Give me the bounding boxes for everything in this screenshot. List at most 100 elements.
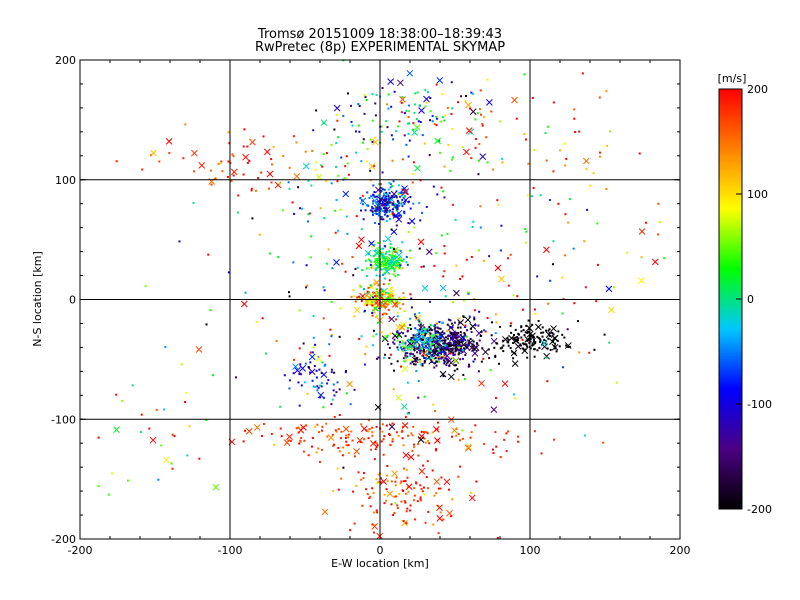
data-point bbox=[573, 302, 576, 305]
data-point bbox=[244, 291, 247, 294]
data-point bbox=[512, 333, 515, 336]
data-point bbox=[419, 179, 422, 182]
data-point bbox=[477, 324, 480, 327]
data-point bbox=[457, 433, 460, 436]
data-point bbox=[563, 336, 566, 339]
data-point bbox=[344, 371, 347, 374]
data-point-x bbox=[545, 331, 553, 339]
data-point bbox=[413, 443, 416, 446]
point-stroke bbox=[508, 334, 515, 342]
data-point bbox=[318, 368, 321, 371]
data-point bbox=[382, 192, 385, 195]
data-point bbox=[437, 354, 440, 357]
data-point bbox=[491, 321, 494, 324]
data-point-x bbox=[150, 149, 157, 157]
grid-lines bbox=[80, 60, 680, 539]
data-point bbox=[496, 199, 499, 202]
point-stroke bbox=[388, 315, 395, 323]
data-point bbox=[451, 326, 454, 329]
data-point bbox=[404, 346, 407, 349]
data-point bbox=[394, 257, 397, 260]
data-point bbox=[385, 267, 388, 270]
data-point bbox=[408, 249, 411, 252]
data-point bbox=[287, 291, 290, 294]
data-point-x bbox=[468, 494, 476, 502]
data-point bbox=[371, 296, 374, 299]
data-point bbox=[436, 352, 439, 355]
data-point bbox=[364, 294, 367, 297]
data-point bbox=[396, 209, 399, 212]
data-point bbox=[371, 314, 374, 317]
data-point bbox=[548, 334, 551, 337]
data-point bbox=[115, 160, 118, 163]
data-point bbox=[581, 72, 584, 75]
data-point bbox=[438, 356, 441, 359]
data-point bbox=[501, 346, 504, 349]
data-point bbox=[412, 425, 415, 428]
point-stroke bbox=[413, 124, 421, 131]
data-point bbox=[377, 305, 380, 308]
data-point bbox=[405, 143, 408, 146]
data-point bbox=[547, 302, 550, 305]
data-point bbox=[450, 347, 453, 350]
data-point bbox=[341, 454, 344, 457]
data-point bbox=[342, 446, 345, 449]
data-point bbox=[421, 338, 424, 341]
data-point bbox=[299, 439, 302, 442]
data-point bbox=[336, 180, 339, 183]
data-point bbox=[430, 329, 433, 332]
data-point bbox=[347, 173, 350, 176]
data-point bbox=[279, 427, 282, 430]
data-point bbox=[413, 494, 416, 497]
data-point bbox=[584, 286, 587, 289]
point-stroke bbox=[463, 148, 470, 156]
data-point bbox=[564, 213, 567, 216]
data-point bbox=[657, 233, 660, 236]
data-point bbox=[512, 393, 515, 396]
data-point bbox=[596, 222, 599, 225]
data-point bbox=[97, 485, 100, 488]
data-point bbox=[531, 195, 534, 198]
data-point bbox=[342, 114, 345, 117]
data-point bbox=[337, 428, 340, 431]
data-point bbox=[485, 136, 488, 139]
data-point bbox=[331, 434, 334, 437]
data-point bbox=[351, 439, 354, 442]
data-point bbox=[496, 342, 499, 345]
data-point-x bbox=[464, 443, 472, 451]
point-stroke bbox=[321, 508, 329, 516]
point-stroke bbox=[358, 236, 365, 244]
data-point bbox=[606, 144, 609, 147]
data-point bbox=[385, 197, 388, 200]
data-point-x bbox=[230, 168, 238, 176]
data-point bbox=[423, 357, 426, 360]
data-point bbox=[439, 511, 442, 514]
data-point bbox=[444, 352, 447, 355]
data-point bbox=[433, 494, 436, 497]
data-point bbox=[421, 343, 424, 346]
data-point bbox=[403, 112, 406, 115]
data-point bbox=[385, 200, 388, 203]
data-point bbox=[546, 347, 549, 350]
data-point bbox=[466, 291, 469, 294]
data-point bbox=[431, 431, 434, 434]
data-point bbox=[338, 450, 341, 453]
data-point bbox=[300, 384, 303, 387]
data-point bbox=[390, 503, 393, 506]
data-point bbox=[227, 271, 230, 274]
data-point bbox=[431, 115, 434, 118]
data-point bbox=[385, 261, 388, 264]
point-stroke bbox=[371, 138, 379, 146]
data-point bbox=[404, 356, 407, 359]
data-point-x bbox=[401, 188, 409, 196]
data-point bbox=[139, 431, 142, 434]
data-point-x bbox=[529, 332, 536, 340]
data-point bbox=[389, 201, 392, 204]
point-stroke bbox=[266, 170, 274, 178]
data-point bbox=[506, 257, 509, 260]
data-point bbox=[431, 358, 434, 361]
data-point-x bbox=[501, 380, 509, 388]
data-point bbox=[406, 381, 409, 384]
data-point bbox=[361, 269, 364, 272]
data-point bbox=[391, 253, 394, 256]
